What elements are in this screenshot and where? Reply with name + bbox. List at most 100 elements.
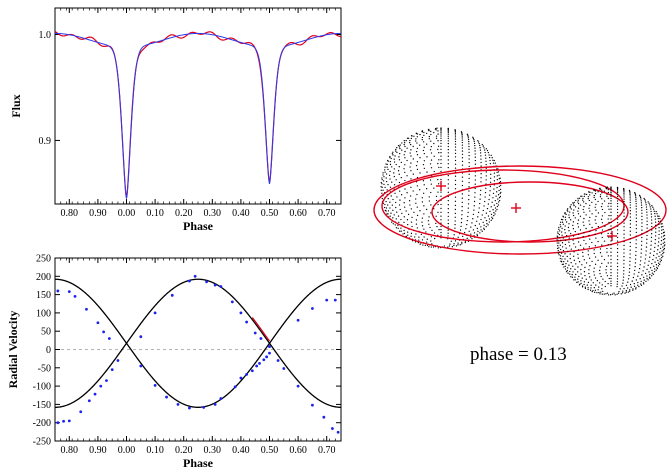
sphere-dot: [447, 155, 449, 157]
sphere-dot: [579, 204, 582, 206]
data-point: [202, 405, 206, 409]
data-point: [139, 335, 143, 339]
sphere-dot: [415, 138, 417, 140]
sphere-dot: [410, 195, 412, 197]
sphere-dot: [488, 156, 491, 159]
sphere-dot: [486, 223, 488, 225]
sphere-dot: [610, 208, 612, 210]
sphere-dot: [494, 207, 497, 209]
sphere-dot: [387, 213, 389, 215]
sphere-dot: [603, 200, 606, 202]
sphere-dot: [392, 151, 394, 153]
sphere-dot: [407, 224, 409, 226]
sphere-dot: [627, 281, 629, 283]
sphere-dot: [605, 186, 607, 189]
sphere-dot: [498, 189, 500, 192]
sphere-dot: [479, 194, 482, 196]
sphere-dot: [654, 213, 656, 215]
data-point: [107, 337, 111, 340]
sphere-dot: [479, 144, 481, 147]
y-tick-label: -100: [33, 382, 51, 393]
sphere-dot: [646, 220, 648, 222]
sphere-dot: [649, 277, 651, 280]
sphere-dot: [599, 269, 601, 272]
sphere-dot: [468, 158, 470, 160]
sphere-dot: [623, 270, 625, 272]
sphere-dot: [482, 209, 484, 212]
sphere-dot: [629, 234, 631, 236]
sphere-dot: [594, 277, 597, 279]
sphere-dot: [655, 257, 657, 259]
sphere-dot: [438, 229, 440, 231]
sphere-dot: [565, 213, 567, 216]
sphere-dot: [395, 218, 397, 220]
sphere-dot: [567, 226, 570, 229]
sphere-dot: [440, 207, 442, 210]
sphere-dot: [601, 262, 603, 265]
sphere-dot: [416, 214, 419, 217]
sphere-dot: [461, 164, 464, 166]
sphere-dot: [447, 187, 449, 189]
sphere-dot: [610, 255, 612, 257]
sphere-dot: [416, 154, 419, 156]
sphere-dot: [403, 142, 406, 144]
sphere-dot: [430, 140, 432, 142]
sphere-dot: [382, 174, 384, 176]
sphere-dot: [485, 148, 488, 150]
sphere-dot: [389, 215, 391, 217]
sphere-dot: [610, 214, 612, 217]
sphere-dot: [580, 282, 582, 285]
sphere-dot: [497, 204, 500, 206]
sphere-dot: [461, 193, 464, 195]
sphere-dot: [560, 260, 562, 262]
sphere-dot: [661, 229, 663, 231]
sphere-dot: [628, 267, 631, 270]
sphere-dot: [593, 188, 596, 191]
sphere-dot: [403, 140, 405, 142]
sphere-dot: [479, 198, 481, 200]
sphere-dot: [658, 237, 660, 239]
sphere-dot: [387, 159, 389, 162]
sphere-dot: [610, 202, 612, 205]
sphere-dot: [422, 163, 425, 166]
sphere-dot: [423, 192, 425, 194]
sphere-dot: [600, 233, 603, 235]
data-point: [85, 307, 88, 311]
sphere-dot: [382, 180, 385, 182]
sphere-dot: [390, 212, 392, 214]
sphere-dot: [398, 156, 400, 158]
sphere-dot: [437, 247, 439, 249]
sphere-dot: [616, 200, 619, 202]
sphere-dot: [662, 242, 664, 244]
sphere-dot: [556, 242, 558, 244]
sphere-dot: [601, 208, 604, 211]
sphere-dot: [454, 240, 457, 242]
sphere-dot: [387, 198, 389, 200]
sphere-dot: [610, 247, 612, 250]
sphere-dot: [388, 174, 391, 177]
sphere-dot: [616, 232, 619, 235]
sphere-dot: [392, 154, 394, 156]
sphere-dot: [660, 259, 663, 261]
sphere-dot: [447, 235, 449, 237]
sphere-dot: [574, 206, 577, 208]
sphere-dot: [653, 250, 655, 253]
sphere-dot: [652, 254, 655, 257]
sphere-dot: [380, 181, 382, 184]
sphere-dot: [570, 204, 572, 206]
sphere-dot: [440, 137, 442, 139]
sphere-dot: [447, 226, 449, 228]
sphere-dot: [622, 276, 625, 278]
secondary-velocity-curve: [54, 278, 342, 408]
sphere-dot: [406, 137, 409, 139]
sphere-dot: [434, 237, 436, 240]
sphere-dot: [498, 185, 501, 188]
sphere-dot: [430, 183, 432, 185]
sphere-dot: [601, 192, 603, 194]
radial-velocity-panel: 0.80 0.90 0.00 0.10 0.20 0.30 0.40 0.50 0.60 0.70…: [6, 254, 342, 468]
data-point: [79, 410, 83, 414]
sphere-dot: [447, 204, 449, 206]
sphere-dot: [563, 266, 565, 268]
sphere-dot: [409, 204, 411, 206]
